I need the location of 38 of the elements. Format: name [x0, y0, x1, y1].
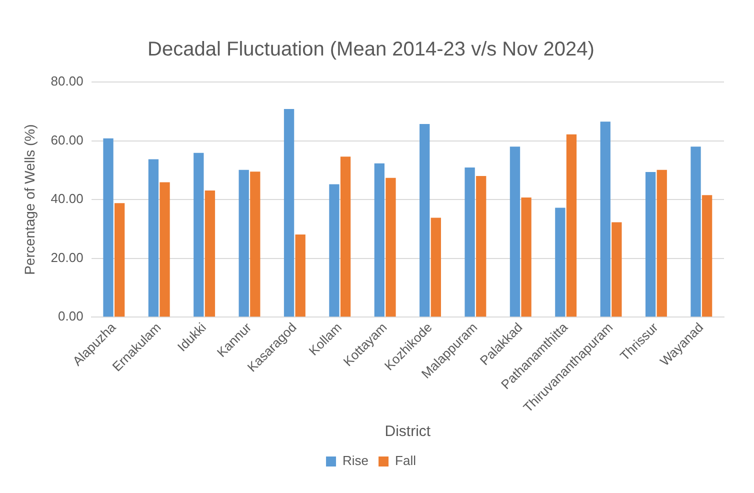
bar [103, 138, 114, 317]
bar [476, 176, 486, 317]
y-tick-label: 0.00 [58, 308, 84, 324]
bar [295, 234, 306, 317]
bar [600, 122, 610, 317]
bar [612, 222, 622, 317]
bar [464, 168, 475, 317]
legend-label: Fall [395, 453, 416, 468]
y-tick-label: 20.00 [50, 250, 84, 265]
x-axis-title: District [384, 423, 432, 440]
bar [148, 159, 159, 317]
bar [114, 203, 125, 317]
chart-title: Decadal Fluctuation (Mean 2014-23 v/s Nov 2024) [148, 38, 594, 61]
bar [555, 208, 566, 317]
bar [656, 170, 667, 317]
bar [374, 163, 385, 317]
y-tick-label: 40.00 [50, 191, 84, 206]
bar [430, 218, 441, 317]
bar [702, 195, 712, 317]
legend-label: Rise [342, 453, 369, 468]
bar [250, 172, 260, 317]
bar [284, 109, 294, 317]
bar [194, 152, 204, 317]
bar [510, 146, 520, 317]
bar [690, 146, 701, 317]
bar [340, 156, 351, 317]
bar [420, 124, 430, 317]
y-tick-label: 80.00 [50, 74, 84, 89]
bar [329, 184, 340, 317]
bar [386, 178, 396, 317]
y-axis-title: Percentage of Wells (%) [21, 124, 38, 275]
bar [238, 170, 249, 317]
bar [566, 134, 577, 317]
y-tick-label: 60.00 [50, 132, 84, 148]
bar [160, 182, 170, 317]
bar [521, 198, 532, 317]
bar [645, 172, 656, 317]
bar [204, 190, 216, 317]
